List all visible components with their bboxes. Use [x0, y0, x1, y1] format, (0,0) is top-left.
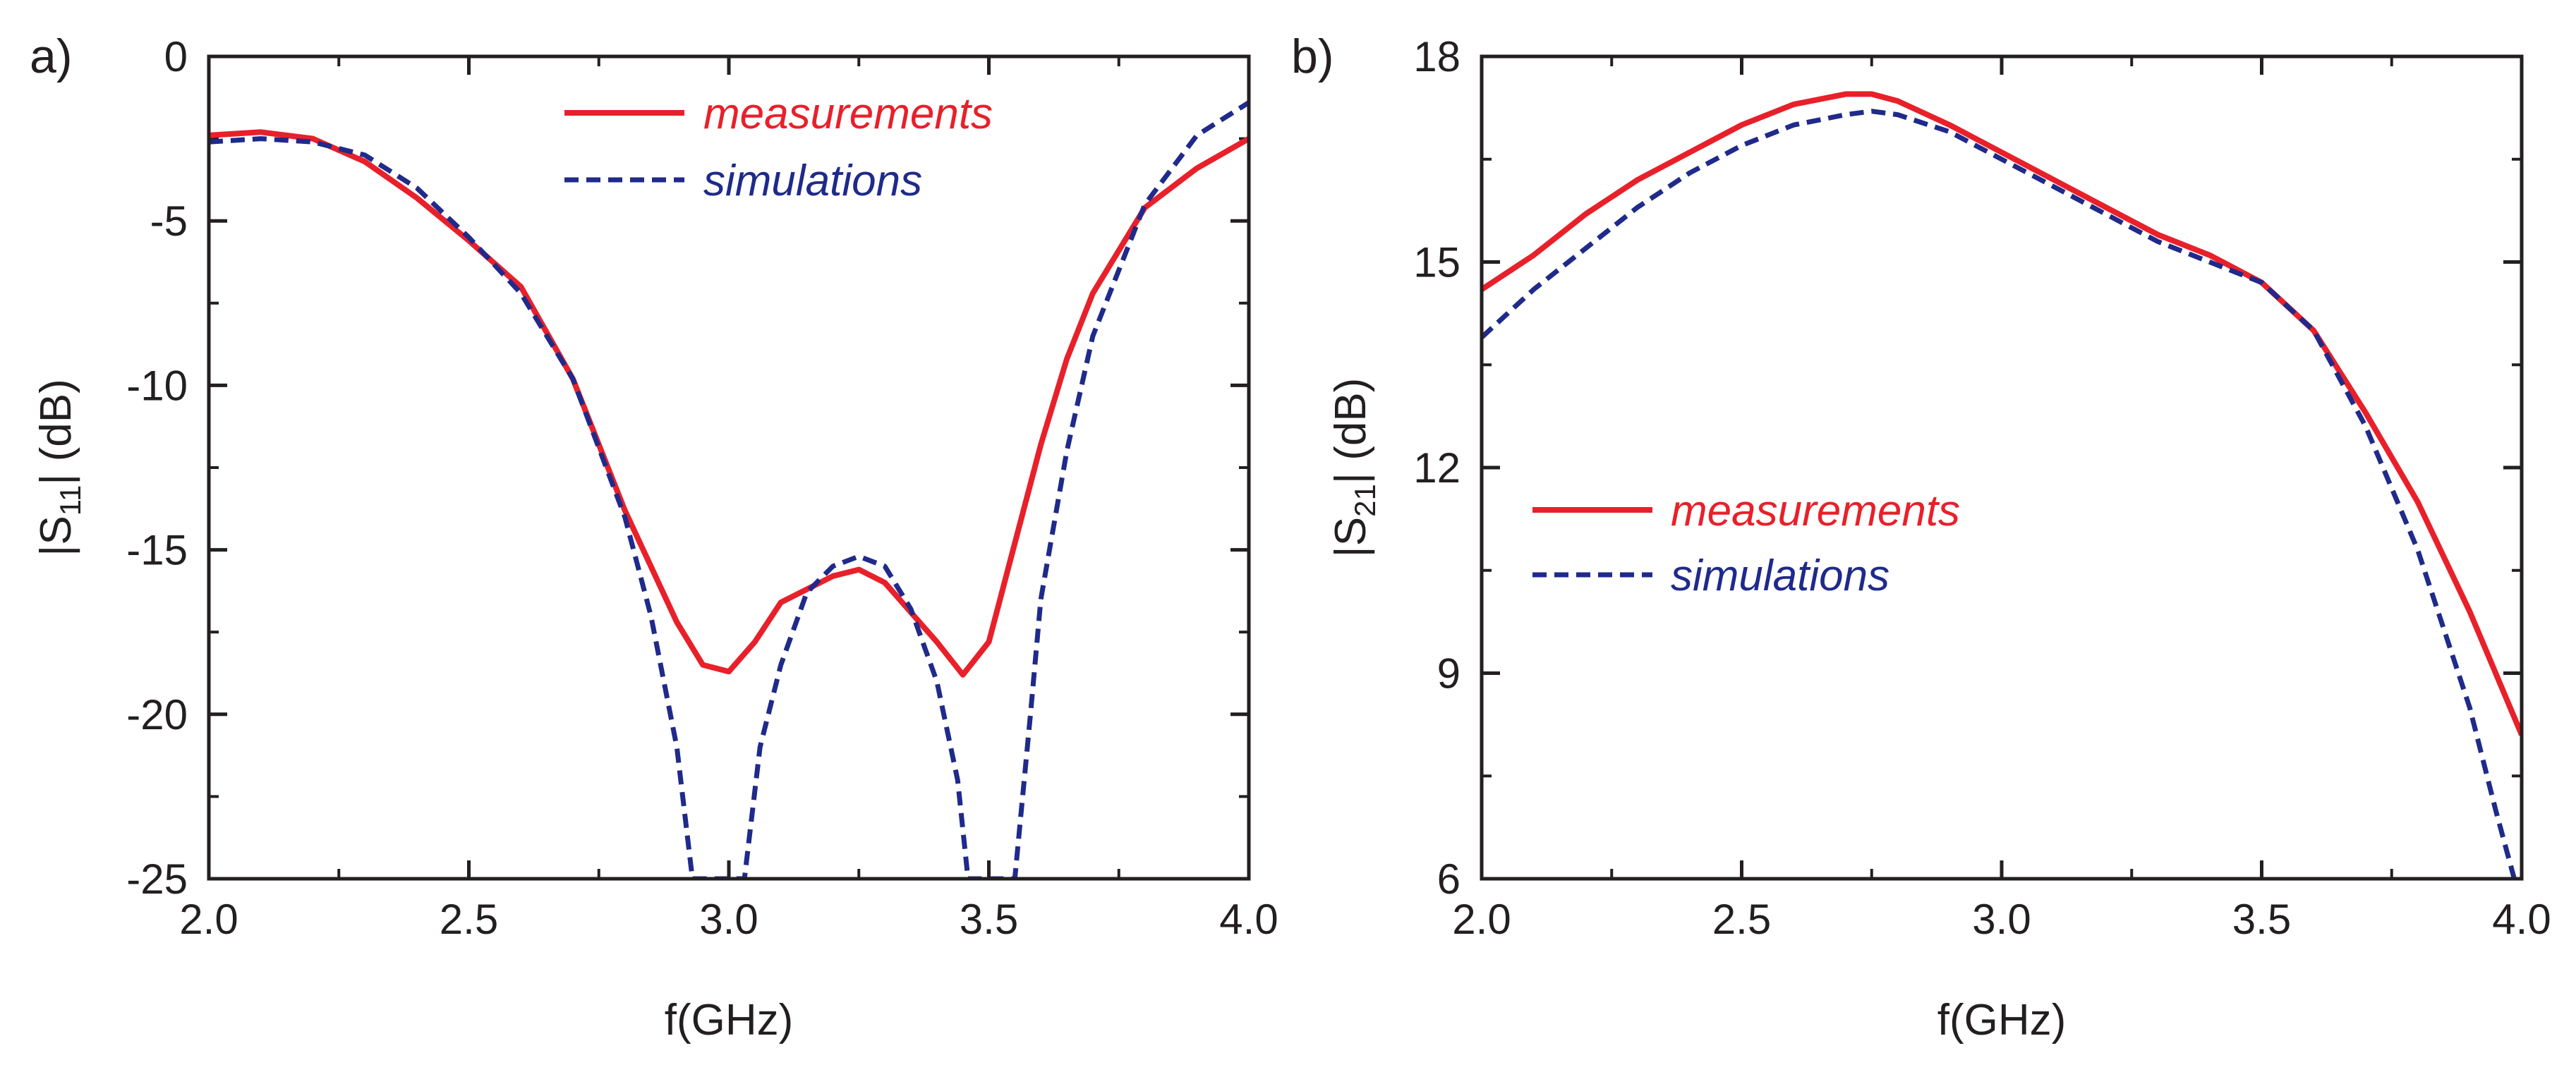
y-tick-label: 15 [1413, 239, 1461, 286]
y-tick-label: 6 [1437, 855, 1461, 903]
panel-a-legend: measurements simulations [564, 90, 993, 205]
panel-b-x-axis-label: f(GHz) [1937, 996, 2067, 1044]
panel-b-s21: b) 2.0 2.5 3.0 3.5 4.0 18 15 12 9 6 f(GHz) |S21| … [1291, 30, 2551, 1044]
panel-b-y-label-suffix: | (dB) [1326, 378, 1375, 484]
panel-a-x-axis-label: f(GHz) [665, 996, 794, 1044]
panel-a-series [209, 100, 1249, 879]
panel-b-y-axis-label: |S21| (dB) [1326, 378, 1381, 558]
panel-a-legend-measurements-label: measurements [703, 90, 993, 138]
y-tick-label: 9 [1437, 650, 1461, 698]
panel-a-label: a) [30, 30, 72, 83]
panel-b-series [1482, 91, 2522, 879]
x-tick-label: 3.0 [1972, 896, 2031, 943]
panel-a-y-label-subscript: 11 [54, 485, 87, 516]
series-line-simulations [209, 100, 1249, 879]
panel-a-y-axis-label: |S11| (dB) [32, 379, 87, 556]
panel-a-s11: a) 2.0 2.5 3.0 3.5 4.0 0 -5 -10 -15 -20 -25 f(GHz)… [30, 30, 1278, 1044]
y-tick-label: 0 [164, 33, 188, 80]
panel-b-legend-simulations-label: simulations [1671, 552, 1889, 600]
series-line-measurements [1482, 91, 2522, 736]
panel-a-y-label-prefix: |S [32, 516, 80, 556]
x-tick-label: 3.5 [960, 896, 1018, 943]
series-line-measurements [209, 129, 1249, 678]
y-tick-label: -25 [126, 855, 188, 903]
panel-b-y-label-subscript: 21 [1348, 484, 1381, 517]
x-tick-label: 2.0 [1452, 896, 1511, 943]
panel-a-legend-simulations-label: simulations [703, 157, 922, 205]
panel-a-tick-labels: 2.0 2.5 3.0 3.5 4.0 0 -5 -10 -15 -20 -25 [126, 33, 1278, 943]
x-tick-label: 4.0 [1219, 896, 1278, 943]
y-tick-label: 18 [1413, 33, 1461, 80]
panel-b-plot-frame [1480, 54, 2524, 881]
panel-b-label: b) [1291, 30, 1334, 83]
y-tick-label: -15 [126, 527, 188, 574]
panel-b-tick-labels: 2.0 2.5 3.0 3.5 4.0 18 15 12 9 6 [1413, 33, 2551, 943]
x-tick-label: 2.5 [1712, 896, 1771, 943]
x-tick-label: 2.5 [440, 896, 498, 943]
panel-b-y-label-prefix: |S [1326, 517, 1375, 557]
y-tick-label: -20 [126, 691, 188, 738]
panel-a-y-label-suffix: | (dB) [32, 379, 80, 485]
panel-a-plot-frame [207, 54, 1251, 881]
x-tick-label: 2.0 [179, 896, 238, 943]
panel-b-legend: measurements simulations [1532, 487, 1960, 600]
y-tick-label: -5 [150, 197, 188, 245]
x-tick-label: 3.0 [699, 896, 758, 943]
panel-b-legend-measurements-label: measurements [1671, 487, 1960, 535]
x-tick-label: 4.0 [2492, 896, 2551, 943]
y-tick-label: -10 [126, 362, 188, 409]
series-line-simulations [1482, 109, 2517, 879]
y-tick-label: 12 [1413, 444, 1461, 492]
x-tick-label: 3.5 [2232, 896, 2291, 943]
